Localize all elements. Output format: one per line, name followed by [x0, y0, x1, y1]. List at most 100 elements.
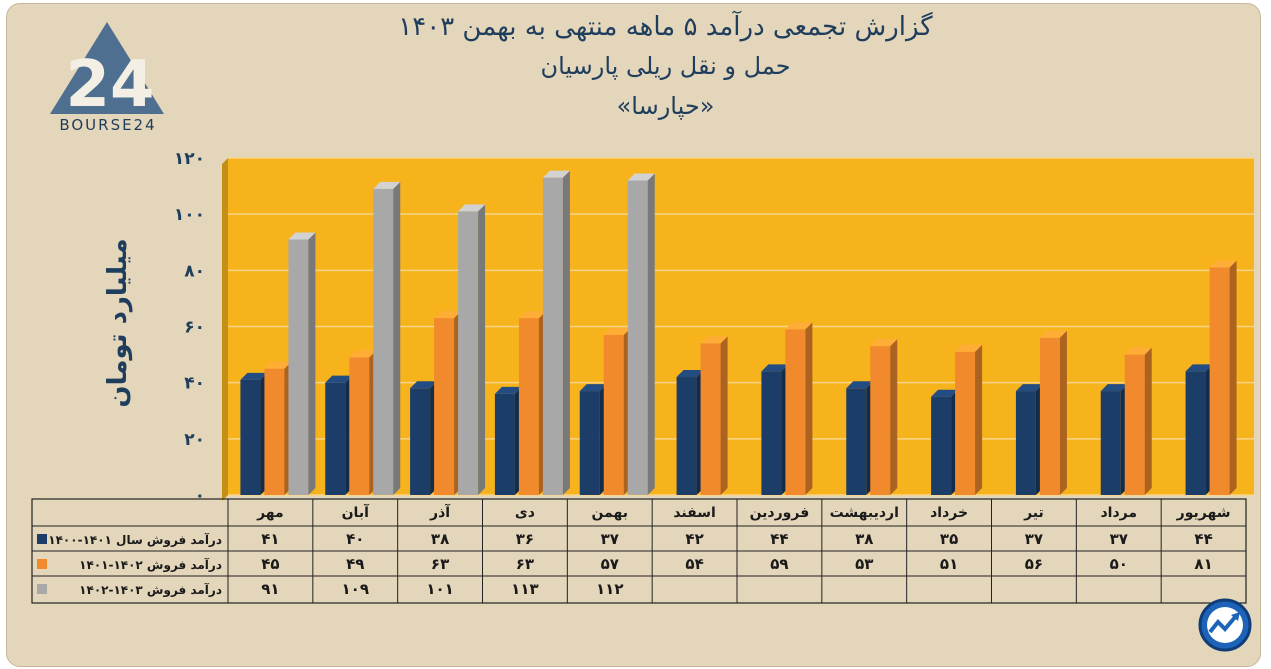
bar-side: [975, 344, 983, 495]
bar-front: [846, 388, 867, 495]
bar-side: [478, 204, 486, 495]
bar-top: [288, 232, 316, 240]
bar-top: [955, 344, 983, 352]
legend-swatch: [37, 534, 47, 544]
bar-front: [264, 368, 285, 495]
bar: [761, 364, 789, 495]
category-label: مرداد: [1100, 505, 1137, 521]
bar-front: [1100, 391, 1121, 495]
data-label: ۱۱۳: [511, 580, 538, 598]
y-tick-label: ۱۰۰: [174, 205, 205, 225]
bar: [518, 311, 546, 495]
bar-front: [1209, 267, 1230, 495]
bar-front: [410, 388, 431, 495]
bar: [264, 361, 292, 495]
category-label: اردیبهشت: [830, 505, 899, 521]
data-label: ۳۶: [516, 530, 534, 548]
bar-side: [720, 336, 728, 495]
y-tick-label: ۲۰: [184, 430, 205, 450]
bar-front: [434, 318, 455, 495]
plot-side-wall: [222, 158, 228, 501]
data-label: ۴۰: [346, 530, 364, 548]
bar-front: [288, 239, 309, 495]
bar-side: [890, 339, 898, 495]
bar-front: [785, 329, 806, 495]
bar: [410, 381, 438, 495]
bar-top: [1015, 384, 1043, 392]
bar: [931, 389, 959, 495]
data-label: ۳۵: [940, 530, 958, 548]
bar-front: [931, 396, 952, 495]
bar: [349, 350, 377, 495]
bar-front: [603, 334, 624, 495]
chart-ticker: «حپارسا»: [616, 92, 715, 120]
bar-front: [761, 371, 782, 495]
data-label: ۳۸: [431, 530, 449, 548]
y-tick-label: ۱۲۰: [174, 149, 205, 169]
bar-top: [700, 336, 728, 344]
bar-top: [579, 384, 607, 392]
bar-side: [308, 232, 316, 496]
data-label: ۴۱: [261, 530, 279, 548]
category-label: خرداد: [930, 505, 968, 521]
data-label: ۸۱: [1194, 555, 1212, 573]
bar: [846, 381, 874, 495]
bar-front: [542, 177, 563, 496]
logo-wordmark: BOURSE24: [59, 116, 157, 134]
bar-front: [700, 343, 721, 495]
bar-front: [494, 393, 515, 495]
data-label: ۴۲: [685, 530, 703, 548]
data-label: ۴۵: [261, 555, 279, 573]
y-axis-ticks: ۰ ۲۰ ۴۰ ۶۰ ۸۰ ۱۰۰ ۱۲۰: [174, 149, 205, 506]
category-label: تیر: [1023, 505, 1044, 521]
bar: [1124, 347, 1152, 495]
bar: [579, 384, 607, 495]
bar: [955, 344, 983, 495]
bar-side: [562, 170, 570, 496]
bar-top: [542, 170, 570, 178]
bar-front: [349, 357, 370, 495]
bar: [627, 173, 655, 495]
bar: [1100, 384, 1128, 495]
bar-front: [1039, 337, 1060, 495]
bar-top: [1209, 260, 1237, 268]
bar: [1185, 364, 1213, 495]
bar: [542, 170, 570, 496]
bar-top: [1039, 330, 1067, 338]
data-label: ۴۴: [770, 530, 788, 548]
bar-top: [931, 389, 959, 397]
bar: [434, 311, 462, 495]
bar-top: [785, 322, 813, 330]
bar-front: [518, 318, 539, 495]
bar: [1015, 384, 1043, 495]
legend-swatch: [37, 584, 47, 594]
legend-label: درآمد فروش ۱۴۰۲-۱۴۰۱: [79, 557, 222, 573]
category-label: بهمن: [592, 505, 628, 521]
legend-label: درآمد فروش سال ۱۴۰۱-۱۴۰۰: [48, 532, 222, 548]
y-tick-label: ۶۰: [184, 318, 205, 338]
bar-top: [676, 370, 704, 378]
data-label: ۴۴: [1194, 530, 1212, 548]
bar-top: [240, 372, 268, 380]
bars: [240, 170, 1237, 496]
bar-side: [1059, 330, 1067, 495]
legend-swatch: [37, 559, 47, 569]
bar: [288, 232, 316, 496]
bar-top: [349, 350, 377, 358]
data-label: ۵۹: [770, 555, 788, 573]
bar-top: [458, 204, 486, 212]
category-label: اسفند: [673, 505, 715, 521]
data-label: ۵۷: [601, 555, 619, 573]
chart-subtitle: حمل و نقل ریلی پارسیان: [540, 52, 791, 80]
bar-front: [579, 391, 600, 495]
bar-side: [647, 173, 655, 495]
category-label: آذر: [429, 503, 451, 521]
bar-front: [373, 188, 394, 495]
data-label: ۵۰: [1110, 555, 1128, 573]
bar-front: [870, 346, 891, 495]
bar-top: [373, 181, 401, 189]
bar-top: [603, 327, 631, 335]
data-label: ۱۱۲: [596, 580, 623, 598]
bar: [1039, 330, 1067, 495]
